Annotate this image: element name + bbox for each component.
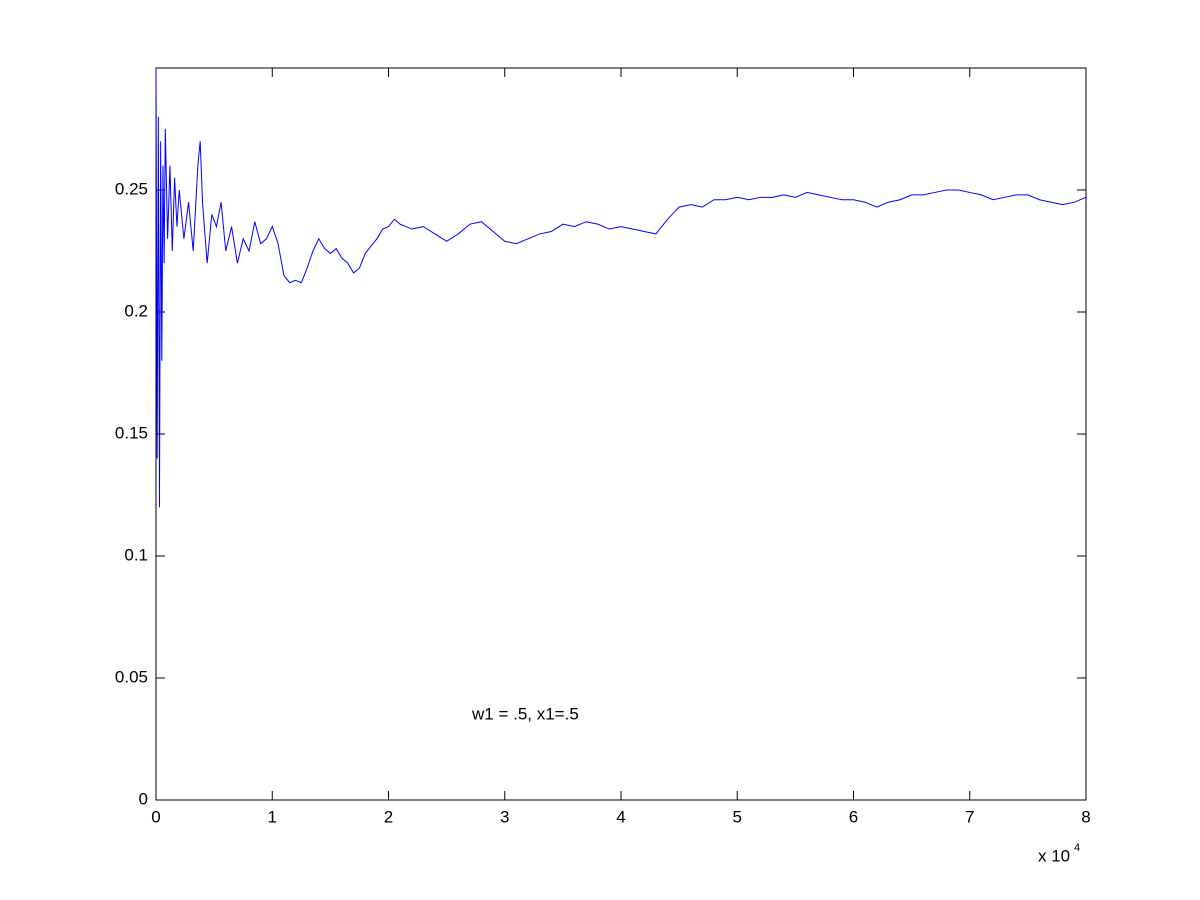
y-tick-label: 0.2 [124,301,148,320]
x-tick-label: 5 [733,807,742,826]
x-tick-label: 7 [965,807,974,826]
x-exponent: 4 [1074,842,1080,854]
x-tick-label: 0 [151,807,160,826]
y-tick-label: 0.25 [115,179,148,198]
y-tick-label: 0.05 [115,667,148,686]
plot-frame [155,67,1087,801]
x-multiplier: x 10 [1038,846,1070,865]
x-tick-label: 4 [616,807,625,826]
x-tick-label: 1 [268,807,277,826]
y-tick-label: 0 [139,789,148,808]
x-tick-label: 8 [1081,807,1090,826]
y-tick-label: 0.15 [115,423,148,442]
x-tick-label: 3 [500,807,509,826]
x-tick-label: 6 [849,807,858,826]
y-tick-label: 0.1 [124,545,148,564]
data-line [155,67,1087,508]
annotation: w1 = .5, x1=.5 [471,704,579,723]
x-tick-label: 2 [384,807,393,826]
